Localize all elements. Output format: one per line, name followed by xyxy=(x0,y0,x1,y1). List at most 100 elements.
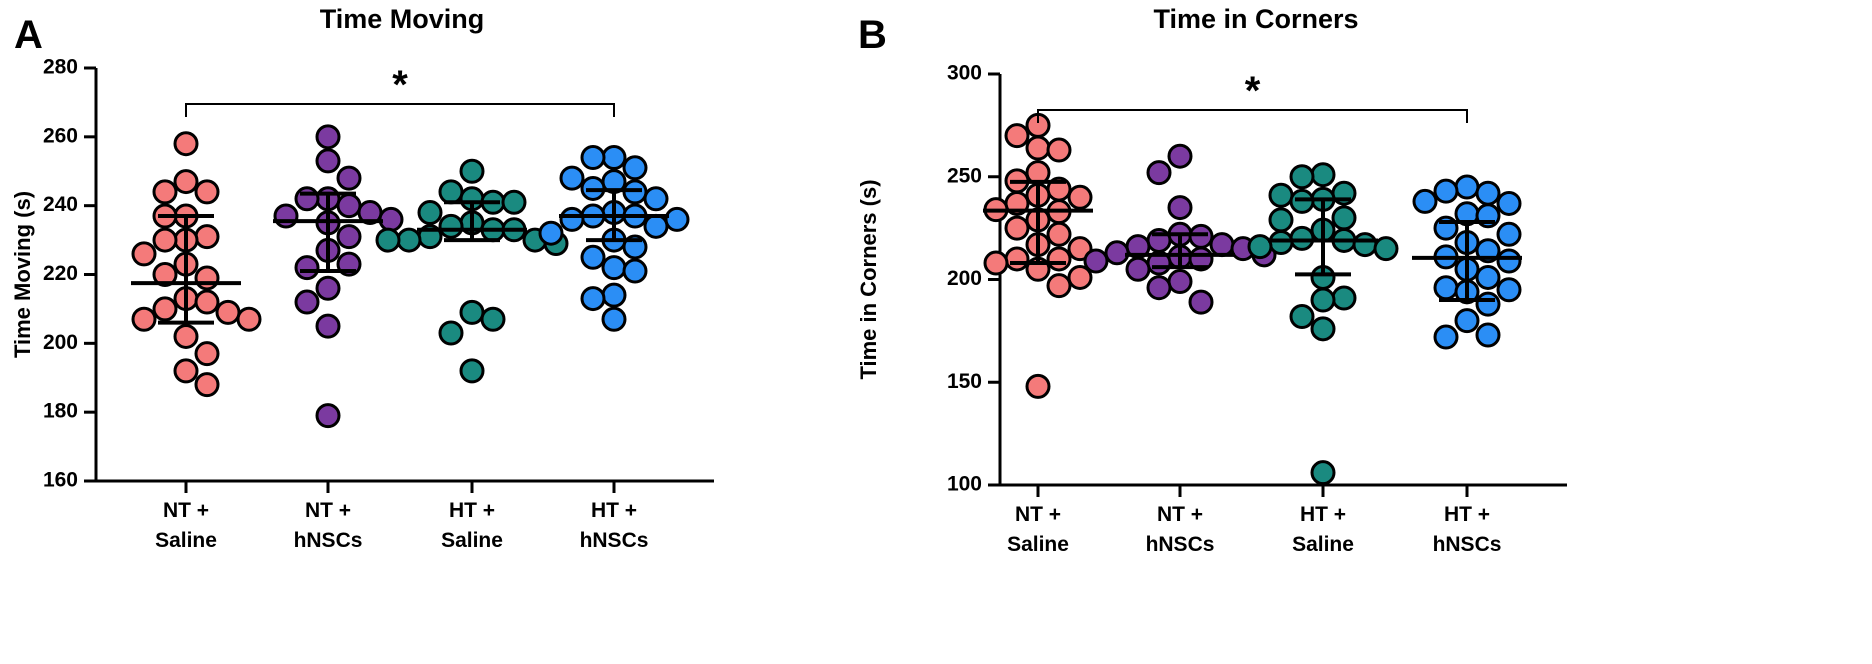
data-point xyxy=(622,258,648,284)
y-tick-label: 260 xyxy=(43,124,78,147)
data-point xyxy=(1188,289,1214,315)
data-point xyxy=(396,227,422,253)
data-point xyxy=(1167,269,1193,295)
data-point xyxy=(1046,273,1072,299)
data-point xyxy=(983,250,1009,276)
data-point xyxy=(1004,123,1030,149)
data-point xyxy=(1067,236,1093,262)
data-point xyxy=(1289,303,1315,329)
data-point xyxy=(315,313,341,339)
data-point xyxy=(131,241,157,267)
data-point xyxy=(538,220,564,246)
data-point xyxy=(1310,287,1336,313)
data-point xyxy=(152,227,178,253)
data-point xyxy=(294,186,320,212)
data-point xyxy=(459,358,485,384)
data-point xyxy=(438,320,464,346)
data-point xyxy=(1475,322,1501,348)
data-point xyxy=(194,265,220,291)
data-point xyxy=(173,131,199,157)
data-point xyxy=(438,213,464,239)
data-point xyxy=(559,165,585,191)
data-point xyxy=(215,299,241,325)
data-point xyxy=(1310,162,1336,188)
data-point xyxy=(601,306,627,332)
data-point xyxy=(1475,264,1501,290)
data-point xyxy=(1331,285,1357,311)
data-point xyxy=(1209,232,1235,258)
data-point xyxy=(559,206,585,232)
data-point xyxy=(315,148,341,174)
x-tick-label: NT + hNSCs xyxy=(294,499,363,552)
data-point xyxy=(1454,174,1480,200)
data-point xyxy=(459,158,485,184)
data-point xyxy=(1146,275,1172,301)
data-point xyxy=(1496,248,1522,274)
data-point xyxy=(194,341,220,367)
data-point xyxy=(1433,324,1459,350)
data-point xyxy=(1046,246,1072,272)
data-point xyxy=(664,206,690,232)
data-point xyxy=(1188,223,1214,249)
chart-title: Time Moving xyxy=(320,4,485,34)
data-point xyxy=(1067,184,1093,210)
x-tick-label: HT + hNSCs xyxy=(1433,503,1502,556)
data-point xyxy=(1496,277,1522,303)
data-point xyxy=(294,289,320,315)
y-tick-label: 200 xyxy=(43,331,78,354)
data-point xyxy=(194,372,220,398)
data-point xyxy=(643,186,669,212)
data-point xyxy=(601,255,627,281)
data-point xyxy=(1104,240,1130,266)
data-point xyxy=(152,179,178,205)
data-point xyxy=(1167,195,1193,221)
data-point xyxy=(1025,135,1051,161)
data-point xyxy=(601,282,627,308)
data-point xyxy=(378,206,404,232)
data-point xyxy=(194,289,220,315)
data-point xyxy=(194,179,220,205)
data-point xyxy=(131,306,157,332)
data-point xyxy=(336,224,362,250)
data-point xyxy=(315,275,341,301)
x-tick-label: NT + Saline xyxy=(1007,503,1069,556)
significance-bracket xyxy=(1037,109,1468,123)
data-point xyxy=(1247,234,1273,260)
y-axis-label: Time in Corners (s) xyxy=(856,179,881,379)
data-point xyxy=(194,224,220,250)
x-tick-label: NT + hNSCs xyxy=(1146,503,1215,556)
data-point xyxy=(480,306,506,332)
data-point xyxy=(1046,137,1072,163)
data-point xyxy=(501,189,527,215)
data-point xyxy=(417,200,443,226)
data-point xyxy=(236,306,262,332)
data-point xyxy=(580,286,606,312)
data-point xyxy=(1433,178,1459,204)
data-point xyxy=(1496,190,1522,216)
data-point xyxy=(1046,221,1072,247)
y-tick-label: 100 xyxy=(947,473,982,496)
panel-letter: A xyxy=(14,13,43,57)
data-point xyxy=(173,323,199,349)
chart-title: Time in Corners xyxy=(1153,4,1358,34)
data-point xyxy=(1025,373,1051,399)
data-point xyxy=(1167,143,1193,169)
data-point xyxy=(1067,264,1093,290)
data-point xyxy=(1268,230,1294,256)
data-point xyxy=(294,255,320,281)
data-point xyxy=(152,296,178,322)
data-point xyxy=(1454,308,1480,334)
data-point xyxy=(1412,188,1438,214)
y-tick-label: 150 xyxy=(947,370,982,393)
y-tick-label: 220 xyxy=(43,262,78,285)
data-point xyxy=(1475,180,1501,206)
data-point xyxy=(580,144,606,170)
data-point xyxy=(315,124,341,150)
data-point xyxy=(1004,246,1030,272)
data-point xyxy=(152,262,178,287)
data-point xyxy=(622,155,648,181)
data-point xyxy=(643,213,669,239)
y-tick-label: 240 xyxy=(43,193,78,216)
data-point xyxy=(315,403,341,429)
